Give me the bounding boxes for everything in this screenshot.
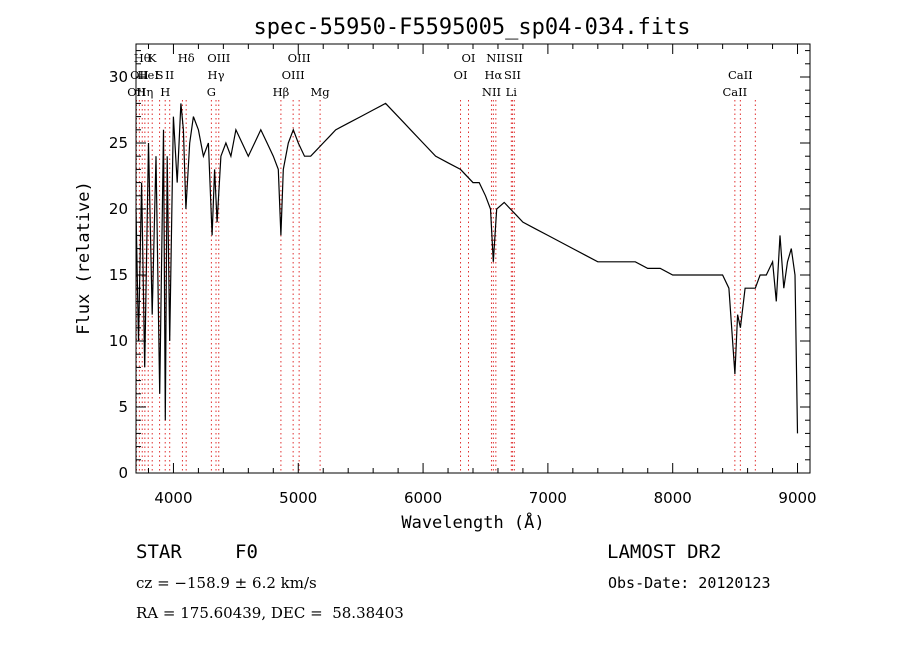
line-label-text: HeI	[138, 68, 159, 82]
x-tick-label: 4000	[154, 489, 192, 507]
y-tick-label: 30	[109, 68, 128, 86]
y-tick-label: 25	[109, 134, 128, 152]
x-tick-label: 8000	[654, 489, 692, 507]
line-label-text: OIII	[207, 51, 230, 65]
line-label-text: NII	[482, 85, 501, 99]
line-label-text: OIII	[282, 68, 305, 82]
y-tick-label: 5	[118, 398, 128, 416]
chart-title: spec-55950-F5595005_sp04-034.fits	[253, 15, 690, 40]
line-label-text: CaII	[722, 85, 747, 99]
coordinates: RA = 175.60439, DEC = 58.38403	[136, 604, 404, 622]
x-tick-label: 7000	[529, 489, 567, 507]
line-label-text: Hδ	[178, 51, 195, 65]
y-tick-label: 15	[109, 266, 128, 284]
survey-name: LAMOST DR2	[607, 541, 722, 563]
x-tick-label: 6000	[404, 489, 442, 507]
line-labels: OIIOIIHθHηHeIKSHIIHδGHγOIIIHβOIIIOIIIMgO…	[127, 51, 752, 99]
line-label-text: Hβ	[273, 85, 290, 99]
line-label-text: H	[160, 85, 170, 99]
line-label-text: Hγ	[208, 68, 225, 82]
subclass: F0	[235, 541, 258, 563]
line-label-text: OIII	[288, 51, 311, 65]
line-label-text: SII	[506, 51, 523, 65]
y-tick-label: 0	[118, 464, 128, 482]
line-label-text: Li	[506, 85, 518, 99]
line-label-text: OI	[462, 51, 476, 65]
obs-date: Obs-Date: 20120123	[608, 574, 771, 592]
x-axis-label: Wavelength (Å)	[401, 511, 544, 533]
x-axis: 4000 5000 6000 7000 8000 9000	[147, 44, 817, 507]
spectrum-line	[135, 102, 799, 434]
line-label-text: Mg	[311, 85, 331, 99]
y-tick-label: 10	[109, 332, 128, 350]
line-label-text: NII	[486, 51, 505, 65]
line-markers	[135, 100, 756, 473]
x-tick-label: 9000	[778, 489, 816, 507]
line-label-text: S	[156, 68, 164, 82]
line-label-text: OII	[130, 68, 149, 82]
y-axis-label: Flux (relative)	[74, 181, 94, 335]
line-label-text: K	[148, 51, 157, 65]
plot-frame	[135, 43, 811, 474]
redshift-cz: cz = −158.9 ± 6.2 km/s	[136, 574, 317, 592]
line-label-text: CaII	[728, 68, 753, 82]
line-label-text: Hη	[136, 85, 153, 99]
y-tick-label: 20	[109, 200, 128, 218]
y-axis: 0 5 10 15 20 25 30	[109, 50, 810, 482]
line-label-text: II	[165, 68, 174, 82]
object-class: STAR	[136, 541, 182, 563]
line-label-text: G	[207, 85, 216, 99]
line-label-text: Hθ	[134, 51, 151, 65]
x-tick-label: 5000	[279, 489, 317, 507]
line-label-text: SII	[504, 68, 521, 82]
line-label-text: OI	[454, 68, 468, 82]
line-label-text: Hα	[484, 68, 502, 82]
